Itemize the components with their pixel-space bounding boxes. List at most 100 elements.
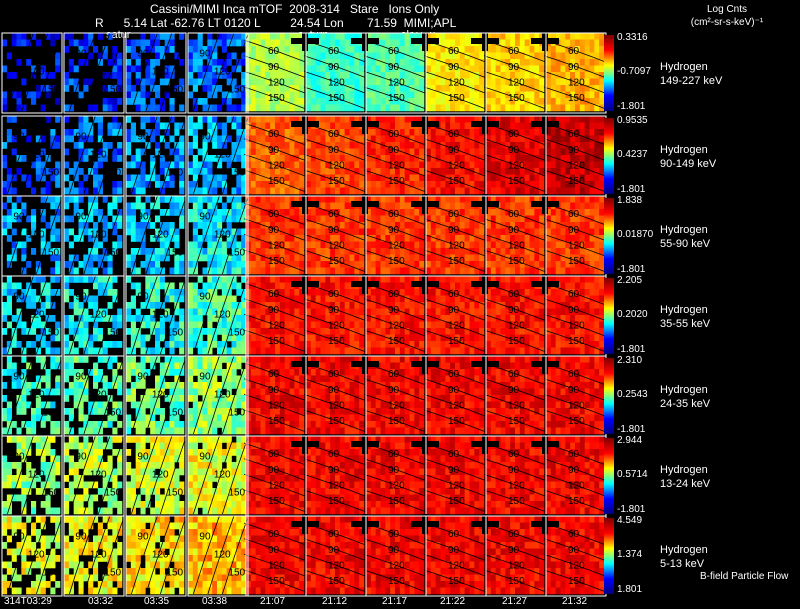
pixel-cell xyxy=(179,209,185,216)
pixel-cell xyxy=(197,148,203,156)
pixel-cell xyxy=(335,174,341,182)
contour-label: 120 xyxy=(328,160,345,171)
pixel-cell xyxy=(589,122,595,130)
pixel-cell xyxy=(112,155,118,162)
pixel-cell xyxy=(524,148,530,156)
pixel-cell xyxy=(505,315,511,322)
contour-label: 120 xyxy=(28,149,45,160)
pixel-cell xyxy=(246,161,252,169)
pixel-cell xyxy=(419,295,425,303)
pixel-cell xyxy=(519,52,525,60)
pixel-cell xyxy=(6,282,12,290)
pixel-cell xyxy=(2,181,8,188)
pixel-cell xyxy=(575,33,581,40)
pixel-cell xyxy=(399,91,405,99)
pixel-cell xyxy=(419,215,425,223)
pixel-cell xyxy=(83,33,89,40)
pixel-cell xyxy=(231,91,237,99)
pixel-cell xyxy=(584,202,590,210)
pixel-cell xyxy=(515,155,521,162)
pixel-cell xyxy=(344,52,350,60)
pixel-cell xyxy=(226,78,232,86)
pixel-cell xyxy=(265,46,271,53)
pixel-cell xyxy=(21,129,27,136)
pixel-cell xyxy=(570,122,576,130)
pixel-cell xyxy=(455,282,461,290)
pixel-cell xyxy=(289,78,295,86)
pixel-cell xyxy=(117,196,123,203)
pixel-cell xyxy=(490,78,496,86)
latitude-contour xyxy=(423,138,487,162)
pixel-cell xyxy=(255,282,261,290)
pixel-cell xyxy=(550,174,556,182)
pixel-cell xyxy=(555,104,561,112)
pixel-cell xyxy=(370,215,376,223)
pixel-cell xyxy=(399,168,405,175)
pixel-cell xyxy=(255,347,261,355)
pixel-cell xyxy=(344,78,350,86)
pixel-cell xyxy=(145,222,151,229)
pixel-cell xyxy=(404,328,410,335)
pixel-cell xyxy=(217,282,223,290)
pixel-cell xyxy=(534,104,540,112)
pixel-cell xyxy=(135,59,141,66)
pixel-cell xyxy=(255,104,261,112)
pixel-cell xyxy=(217,33,223,40)
pixel-cell xyxy=(390,187,396,195)
pixel-cell xyxy=(524,289,530,296)
pixel-cell xyxy=(495,174,501,182)
pixel-cell xyxy=(217,122,223,130)
pixel-cell xyxy=(275,52,281,60)
pixel-cell xyxy=(399,276,405,283)
pixel-cell xyxy=(414,129,420,136)
pixel-cell xyxy=(145,39,151,47)
pixel-cell xyxy=(495,187,501,195)
pixel-cell xyxy=(390,222,396,229)
pixel-cell xyxy=(375,295,381,303)
pixel-cell xyxy=(155,91,161,99)
pixel-cell xyxy=(529,295,535,303)
pixel-cell xyxy=(500,174,506,182)
latitude-contour xyxy=(363,70,427,94)
pixel-cell xyxy=(11,72,17,79)
pixel-cell xyxy=(594,174,600,182)
pixel-cell xyxy=(390,235,396,242)
pixel-cell xyxy=(97,215,103,223)
pixel-cell xyxy=(231,228,237,236)
pixel-cell xyxy=(279,202,285,210)
pixel-cell xyxy=(265,78,271,86)
pixel-cell xyxy=(126,202,132,210)
pixel-cell xyxy=(330,33,336,40)
pixel-cell xyxy=(555,33,561,40)
pixel-cell xyxy=(555,52,561,60)
pixel-cell xyxy=(270,282,276,290)
pixel-cell xyxy=(366,295,372,303)
pixel-cell xyxy=(366,215,372,223)
pixel-cell xyxy=(414,241,420,249)
pixel-cell xyxy=(594,122,600,130)
pixel-cell xyxy=(575,261,581,268)
pixel-cell xyxy=(330,347,336,355)
pixel-cell xyxy=(26,302,32,309)
pixel-cell xyxy=(231,122,237,130)
contour-label: 150 xyxy=(228,84,245,95)
pixel-cell xyxy=(83,148,89,156)
pixel-cell xyxy=(174,129,180,136)
pixel-cell xyxy=(325,289,331,296)
pixel-cell xyxy=(212,155,218,162)
pixel-cell xyxy=(565,241,571,249)
pixel-cell xyxy=(68,104,74,112)
pixel-cell xyxy=(45,196,51,203)
pixel-cell xyxy=(505,308,511,316)
latitude-contour xyxy=(207,195,235,275)
pixel-cell xyxy=(375,148,381,156)
pixel-cell xyxy=(550,254,556,262)
pixel-cell xyxy=(306,209,312,216)
pixel-cell xyxy=(335,46,341,53)
pixel-cell xyxy=(320,308,326,316)
pixel-cell xyxy=(474,46,480,53)
pixel-cell xyxy=(459,168,465,175)
pixel-cell xyxy=(505,104,511,112)
pixel-cell xyxy=(241,129,247,136)
pixel-cell xyxy=(464,59,470,66)
